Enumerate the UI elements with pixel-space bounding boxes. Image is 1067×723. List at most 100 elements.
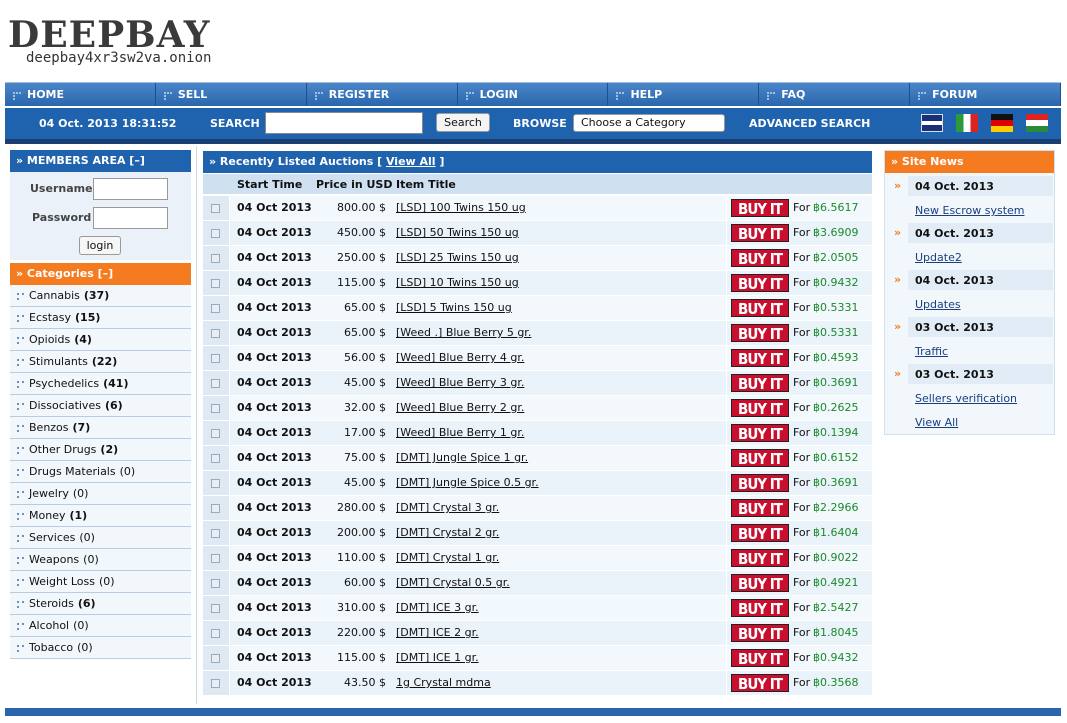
view-all-link[interactable]: View All [385,155,436,168]
category-item[interactable]: Money (1) [10,505,191,527]
item-title[interactable]: [Weed] Blue Berry 2 gr. [396,401,525,414]
buy-it-button[interactable]: BUY IT [731,374,789,393]
category-select[interactable]: Choose a Category [573,114,725,132]
item-title[interactable]: [LSD] 100 Twins 150 ug [396,201,526,214]
item-title[interactable]: [LSD] 50 Twins 150 ug [396,226,519,239]
advanced-search[interactable]: ADVANCED SEARCH [749,117,871,130]
category-item[interactable]: Cannabis (37) [10,285,191,307]
news-link[interactable]: Update2 [915,251,962,264]
category-item[interactable]: Benzos (7) [10,417,191,439]
item-title[interactable]: [DMT] Jungle Spice 0.5 gr. [396,476,539,489]
buy-it-button[interactable]: BUY IT [731,674,789,693]
expand-icon[interactable] [211,254,220,263]
expand-icon[interactable] [211,504,220,513]
flag-de[interactable] [991,114,1013,132]
category-item[interactable]: Dissociatives (6) [10,395,191,417]
category-item[interactable]: Weight Loss (0) [10,571,191,593]
expand-icon[interactable] [211,579,220,588]
password-input[interactable] [93,207,168,229]
nav-item[interactable]: SELL [156,83,307,106]
nav-item[interactable]: LOGIN [458,83,609,106]
item-title[interactable]: [Weed] Blue Berry 4 gr. [396,351,525,364]
item-title[interactable]: [LSD] 25 Twins 150 ug [396,251,519,264]
buy-it-button[interactable]: BUY IT [731,499,789,518]
category-item[interactable]: Other Drugs (2) [10,439,191,461]
buy-it-button[interactable]: BUY IT [731,649,789,668]
news-link[interactable]: Updates [915,298,961,311]
news-view-all[interactable]: View All [915,416,959,429]
expand-icon[interactable] [211,304,220,313]
expand-icon[interactable] [211,529,220,538]
category-item[interactable]: Jewelry (0) [10,483,191,505]
item-title[interactable]: [DMT] Crystal 3 gr. [396,501,500,514]
expand-icon[interactable] [211,354,220,363]
buy-it-button[interactable]: BUY IT [731,474,789,493]
item-title[interactable]: [DMT] ICE 1 gr. [396,651,479,664]
item-title[interactable]: [LSD] 10 Twins 150 ug [396,276,519,289]
buy-it-button[interactable]: BUY IT [731,549,789,568]
expand-icon[interactable] [211,329,220,338]
item-title[interactable]: [DMT] Crystal 1 gr. [396,551,500,564]
category-item[interactable]: Drugs Materials (0) [10,461,191,483]
buy-it-button[interactable]: BUY IT [731,424,789,443]
expand-icon[interactable] [211,479,220,488]
category-item[interactable]: Opioids (4) [10,329,191,351]
flag-it[interactable] [956,114,978,132]
item-title[interactable]: [Weed] Blue Berry 1 gr. [396,426,525,439]
flag-hu[interactable] [1026,114,1048,132]
item-title[interactable]: [Weed .] Blue Berry 5 gr. [396,326,532,339]
buy-it-button[interactable]: BUY IT [731,599,789,618]
category-item[interactable]: Services (0) [10,527,191,549]
category-item[interactable]: Weapons (0) [10,549,191,571]
item-title[interactable]: [DMT] Crystal 0.5 gr. [396,576,510,589]
nav-item[interactable]: FORUM [910,83,1062,106]
expand-icon[interactable] [211,629,220,638]
nav-item[interactable]: FAQ [759,83,911,106]
news-link[interactable]: Traffic [915,345,949,358]
item-title[interactable]: [LSD] 5 Twins 150 ug [396,301,512,314]
category-item[interactable]: Tobacco (0) [10,637,191,659]
buy-it-button[interactable]: BUY IT [731,249,789,268]
expand-icon[interactable] [211,679,220,688]
category-item[interactable]: Alcohol (0) [10,615,191,637]
news-link[interactable]: Sellers verification [915,392,1018,405]
news-link[interactable]: New Escrow system [915,204,1025,217]
category-item[interactable]: Psychedelics (41) [10,373,191,395]
buy-it-button[interactable]: BUY IT [731,399,789,418]
item-title[interactable]: [Weed] Blue Berry 3 gr. [396,376,525,389]
buy-it-button[interactable]: BUY IT [731,324,789,343]
expand-icon[interactable] [211,279,220,288]
login-button[interactable]: login [79,236,121,255]
expand-icon[interactable] [211,229,220,238]
nav-item[interactable]: REGISTER [307,83,458,106]
expand-icon[interactable] [211,404,220,413]
buy-it-button[interactable]: BUY IT [731,299,789,318]
nav-item[interactable]: HELP [608,83,760,106]
search-button[interactable]: Search [436,113,490,132]
username-input[interactable] [93,178,168,200]
buy-it-button[interactable]: BUY IT [731,349,789,368]
buy-it-button[interactable]: BUY IT [731,224,789,243]
item-title[interactable]: 1g Crystal mdma [396,676,491,689]
buy-it-button[interactable]: BUY IT [731,524,789,543]
expand-icon[interactable] [211,604,220,613]
buy-it-button[interactable]: BUY IT [731,574,789,593]
item-title[interactable]: [DMT] Jungle Spice 1 gr. [396,451,529,464]
expand-icon[interactable] [211,554,220,563]
expand-icon[interactable] [211,429,220,438]
category-item[interactable]: Ecstasy (15) [10,307,191,329]
buy-it-button[interactable]: BUY IT [731,624,789,643]
expand-icon[interactable] [211,379,220,388]
flag-uk[interactable] [921,114,943,132]
category-item[interactable]: Steroids (6) [10,593,191,615]
item-title[interactable]: [DMT] Crystal 2 gr. [396,526,500,539]
search-input[interactable] [265,112,423,134]
buy-it-button[interactable]: BUY IT [731,449,789,468]
buy-it-button[interactable]: BUY IT [731,274,789,293]
category-item[interactable]: Stimulants (22) [10,351,191,373]
item-title[interactable]: [DMT] ICE 2 gr. [396,626,479,639]
expand-icon[interactable] [211,204,220,213]
expand-icon[interactable] [211,654,220,663]
expand-icon[interactable] [211,454,220,463]
buy-it-button[interactable]: BUY IT [731,199,789,218]
